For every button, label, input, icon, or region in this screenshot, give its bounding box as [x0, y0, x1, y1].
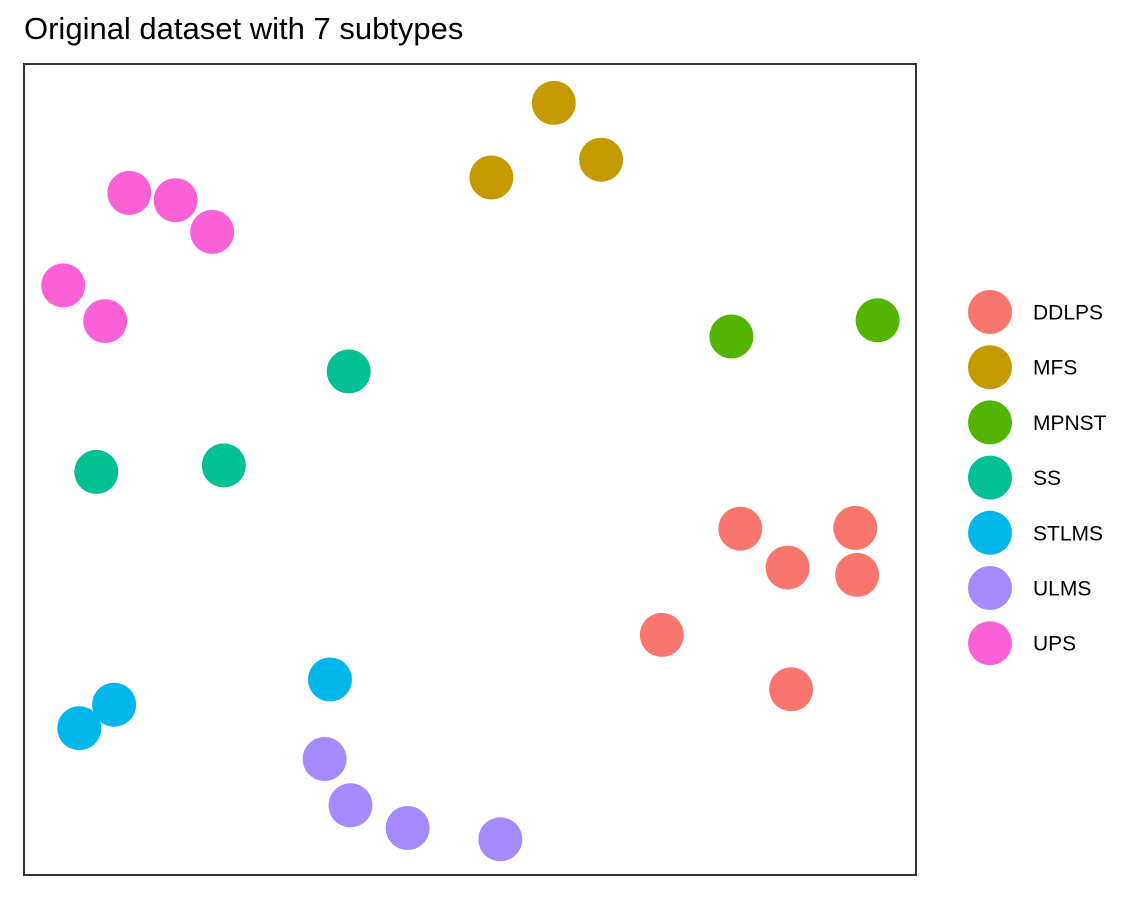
data-point-ulms-3: [385, 806, 430, 850]
data-point-ddlps-2: [833, 505, 878, 550]
data-point-stlms-3: [57, 706, 102, 751]
legend-key-mpnst: [968, 400, 1012, 445]
data-point-ddlps-5: [639, 612, 684, 657]
legend-key-ddlps: [968, 290, 1012, 334]
data-point-ss-2: [201, 443, 246, 488]
legend-label-ddlps: DDLPS: [1033, 302, 1103, 325]
panel-border: [23, 63, 917, 876]
legend-key-stlms: [968, 510, 1012, 555]
data-point-mfs-3: [469, 155, 514, 200]
legend-label-ss: SS: [1033, 467, 1061, 490]
legend-key-ulms: [968, 566, 1012, 610]
data-point-ss-3: [74, 449, 119, 494]
data-point-mfs-1: [531, 80, 576, 125]
data-point-ddlps-1: [718, 506, 763, 551]
data-point-stlms-1: [308, 657, 352, 702]
legend-key-ss: [968, 455, 1012, 500]
legend-key-mfs: [968, 345, 1012, 390]
data-point-ulms-2: [328, 783, 373, 828]
legend-label-mfs: MFS: [1033, 357, 1077, 380]
legend-label-ulms: ULMS: [1033, 578, 1091, 601]
data-point-mfs-2: [579, 137, 624, 182]
legend-label-stlms: STLMS: [1033, 522, 1103, 545]
data-point-ddlps-6: [769, 667, 814, 712]
chart-title: Original dataset with 7 subtypes: [24, 11, 463, 46]
legend-label-ups: UPS: [1033, 633, 1076, 656]
points-layer: [41, 80, 900, 862]
data-point-ups-3: [190, 209, 235, 254]
data-point-ups-2: [153, 178, 198, 223]
legend: DDLPS MFS MPNST SS STLMS ULMS UPS: [968, 290, 1107, 666]
legend-label-mpnst: MPNST: [1033, 412, 1107, 435]
data-point-mpnst-1: [709, 314, 754, 359]
data-point-ulms-4: [478, 817, 523, 862]
legend-key-ups: [968, 621, 1012, 666]
data-point-ups-4: [41, 263, 86, 308]
data-point-stlms-2: [92, 682, 137, 727]
data-point-ddlps-4: [835, 552, 880, 597]
data-point-ss-1: [326, 349, 371, 394]
data-point-ddlps-3: [765, 545, 810, 590]
data-point-ups-1: [107, 170, 152, 215]
data-point-ulms-1: [302, 737, 347, 781]
data-point-ups-5: [83, 299, 128, 344]
data-point-mpnst-2: [855, 298, 900, 343]
